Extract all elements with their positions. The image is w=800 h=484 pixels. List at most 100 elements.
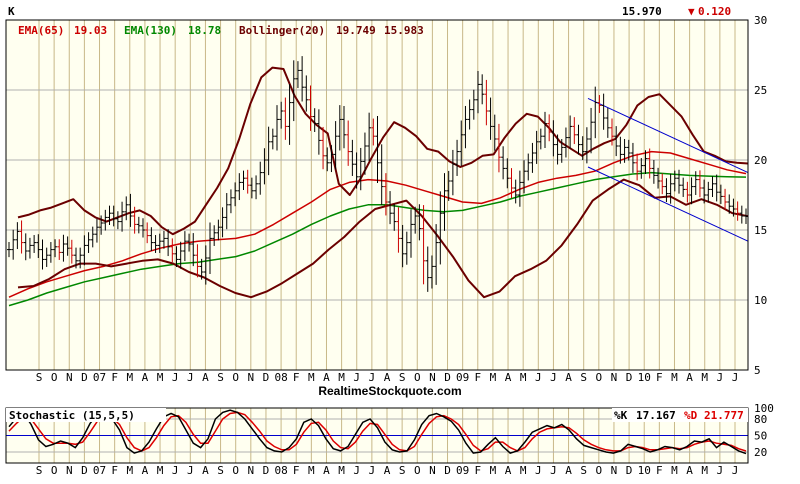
legend-ema130-value: 18.78 <box>188 24 221 37</box>
channel-lower-line <box>587 166 749 242</box>
price-bar <box>120 201 125 232</box>
price-panel <box>6 20 748 370</box>
price-y-axis: 5 10 15 20 25 30 <box>754 14 767 377</box>
price-bar <box>492 114 497 151</box>
price-x-tick-label: A <box>323 371 330 384</box>
price-bar <box>379 144 384 206</box>
price-bar <box>220 207 225 238</box>
price-x-tick-label: M <box>157 371 164 384</box>
price-bar <box>132 206 137 234</box>
price-bar <box>480 74 485 105</box>
price-bar <box>124 196 129 221</box>
price-series-layer <box>7 56 749 307</box>
legend-ema65-label: EMA(65) <box>18 24 64 37</box>
price-bar <box>228 189 233 214</box>
channel-upper-line <box>587 97 749 174</box>
price-bar <box>233 182 238 207</box>
price-bar <box>178 241 183 269</box>
price-bar <box>275 105 279 151</box>
price-y-tick-label: 25 <box>754 84 767 97</box>
price-bar <box>517 170 522 207</box>
price-bar <box>438 191 443 265</box>
stochastic-k-line <box>8 409 747 455</box>
stochastic-x-tick-label: J <box>550 464 557 477</box>
price-bar <box>731 198 736 217</box>
price-bar <box>601 93 606 130</box>
price-x-tick-label: M <box>126 371 133 384</box>
stochastic-x-tick-label: J <box>535 464 542 477</box>
price-bar <box>522 160 527 194</box>
price-bar <box>69 239 74 264</box>
price-bar <box>622 139 627 163</box>
price-bar <box>78 247 83 269</box>
price-x-axis: S O N D 07 F M A M J J A S O N D 08 F M A M J J A S O N D 09 F M A M J J A S… <box>36 371 739 384</box>
price-bar <box>153 235 158 253</box>
price-bar <box>161 230 166 249</box>
price-x-tick-label: J <box>369 371 376 384</box>
stochastic-x-tick-label: A <box>565 464 572 477</box>
price-bar <box>149 227 154 251</box>
price-x-tick-label: J <box>535 371 542 384</box>
stochastic-x-tick-label: M <box>157 464 164 477</box>
stochastic-x-axis: S O N D 07 F M A M J J A S O N D 08 F M A M J J A S O N D 09 F M A M J J A S… <box>36 464 739 477</box>
price-x-tick-label: J <box>717 371 724 384</box>
price-bar <box>90 226 95 248</box>
price-bar <box>697 170 702 198</box>
price-bar <box>7 242 11 258</box>
ema130-line <box>8 171 747 307</box>
stochastic-x-tick-label: J <box>732 464 739 477</box>
price-bar <box>672 170 677 192</box>
price-bar <box>19 220 24 254</box>
price-bar <box>145 222 150 244</box>
change-down-arrow-icon: ▼ <box>688 5 695 18</box>
price-bar <box>329 145 334 173</box>
price-bar <box>199 258 204 280</box>
price-bar <box>488 97 493 140</box>
bollinger-upper-line <box>17 66 749 236</box>
price-bar <box>471 89 476 120</box>
stochastic-x-tick-label: O <box>51 464 58 477</box>
price-bar <box>300 56 305 102</box>
price-bar <box>463 105 468 149</box>
price-bar <box>568 115 573 149</box>
stochastic-x-tick-label: N <box>248 464 255 477</box>
price-bar <box>614 126 619 157</box>
price-x-tick-label: 10 <box>638 371 651 384</box>
price-change: 0.120 <box>698 5 731 18</box>
price-bar <box>664 178 669 202</box>
price-bar <box>450 149 455 196</box>
price-bar <box>99 215 104 235</box>
price-bar <box>513 179 518 204</box>
price-bar <box>346 120 351 166</box>
stochastic-x-tick-label: 07 <box>93 464 106 477</box>
price-bar <box>626 139 631 161</box>
price-bar <box>86 232 91 253</box>
price-x-tick-label: A <box>384 371 391 384</box>
stochastic-x-tick-label: 09 <box>456 464 469 477</box>
price-x-tick-label: F <box>474 371 481 384</box>
price-bar <box>455 139 460 176</box>
stochastic-x-tick-label: J <box>187 464 194 477</box>
price-bar <box>589 107 594 154</box>
price-bar <box>237 173 242 201</box>
price-x-tick-label: A <box>686 371 693 384</box>
price-bar <box>157 233 162 253</box>
price-bar <box>538 128 543 150</box>
stochastic-y-tick-label: 20 <box>754 446 767 459</box>
stochastic-series-layer <box>8 409 747 455</box>
price-bar <box>677 169 681 194</box>
stochastic-x-tick-label: A <box>202 464 209 477</box>
price-bar <box>61 234 66 262</box>
price-bar <box>245 169 250 194</box>
price-bar <box>170 238 175 263</box>
price-x-tick-label: 09 <box>456 371 469 384</box>
price-x-tick-label: 08 <box>274 371 287 384</box>
price-bar <box>312 108 317 132</box>
stochastic-x-tick-label: J <box>717 464 724 477</box>
price-bar <box>484 79 489 126</box>
price-x-tick-label: O <box>51 371 58 384</box>
price-x-tick-label: O <box>596 371 603 384</box>
price-x-tick-label: M <box>338 371 345 384</box>
price-bar <box>413 206 418 234</box>
